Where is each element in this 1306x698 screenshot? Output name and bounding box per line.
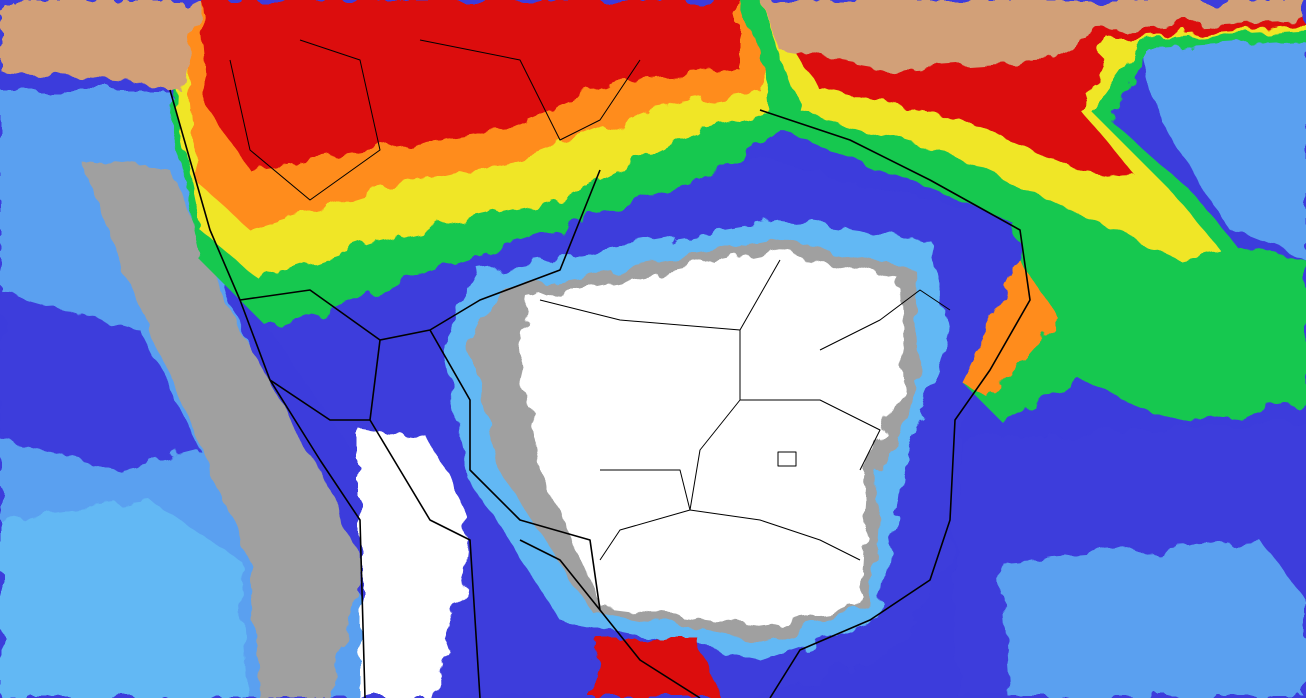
- gray-zone: [80, 160, 360, 698]
- state-line: [599, 330, 741, 561]
- state-line: [600, 469, 691, 511]
- border-line: [429, 329, 701, 698]
- brown-zone: [760, 0, 1306, 70]
- state-line: [229, 39, 381, 201]
- orange-zone: [960, 260, 1060, 400]
- state-line: [777, 451, 797, 467]
- coastline: [759, 109, 1031, 698]
- border-line: [269, 379, 370, 421]
- dry-zone: [360, 430, 470, 698]
- state-line: [740, 399, 881, 471]
- blue-zone: [0, 290, 200, 470]
- state-line: [539, 259, 781, 331]
- brown-zone: [0, 0, 200, 90]
- border-line: [369, 339, 481, 698]
- coastline: [169, 89, 366, 698]
- border-line: [519, 539, 601, 611]
- light-blue-zone: [0, 500, 250, 698]
- state-line: [419, 39, 641, 141]
- state-line: [689, 509, 861, 561]
- light-blue-zone: [1140, 30, 1306, 260]
- borders: [169, 39, 1031, 698]
- state-line: [819, 289, 951, 351]
- red-zone: [200, 0, 740, 170]
- light-blue-zone: [1000, 540, 1306, 698]
- dry-zone: [520, 250, 905, 625]
